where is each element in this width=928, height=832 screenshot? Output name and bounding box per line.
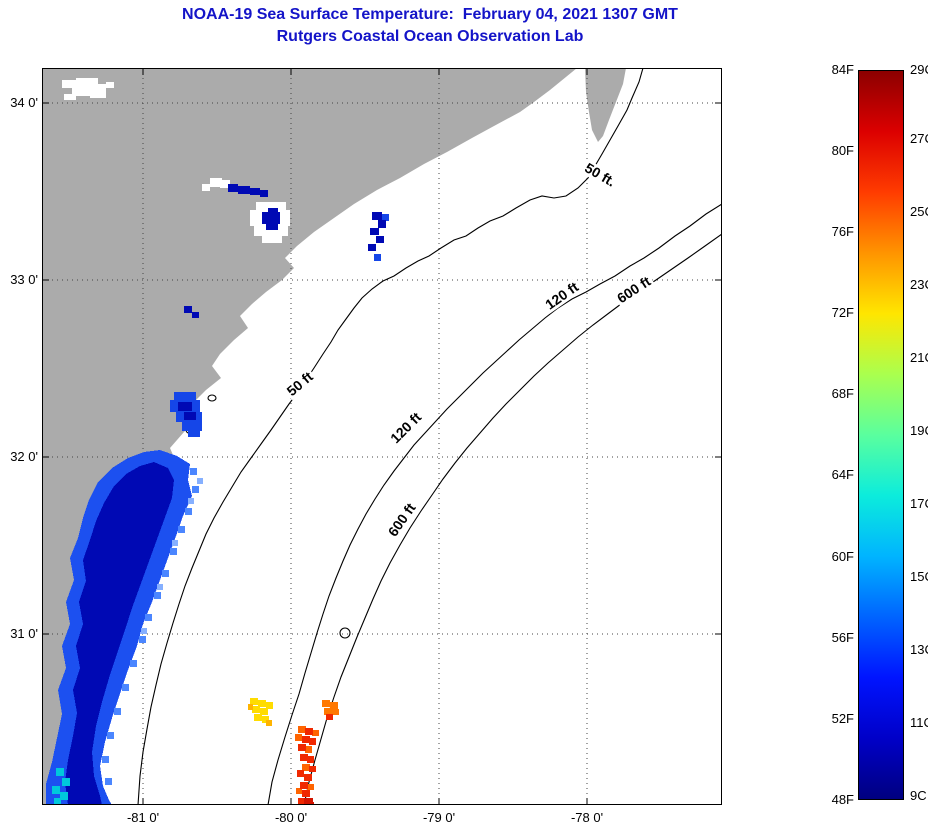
colorbar-c-tick: 15C: [910, 569, 928, 584]
plot-frame: [42, 68, 722, 805]
figure-subtitle: Rutgers Coastal Ocean Observation Lab: [276, 28, 584, 45]
x-tick-label: -80 0': [274, 810, 308, 825]
colorbar-f-tick: 80F: [831, 143, 854, 158]
grid-lines: [42, 68, 722, 805]
x-tick-label: -81 0': [126, 810, 160, 825]
colorbar-f-tick: 52F: [831, 711, 854, 726]
figure-title: NOAA-19 Sea Surface Temperature: Februar…: [182, 6, 678, 23]
colorbar-c-tick: 19C: [910, 423, 928, 438]
colorbar-f-tick: 68F: [831, 386, 854, 401]
depth-contour-islet: [207, 394, 217, 402]
warm-water-patches: [248, 698, 339, 805]
x-tick-label: -79 0': [422, 810, 456, 825]
colorbar-c-tick: 13C: [910, 642, 928, 657]
colorbar-f-tick: 64F: [831, 467, 854, 482]
colorbar-gradient: [858, 70, 904, 800]
colorbar-f-tick: 72F: [831, 305, 854, 320]
land-mainland: [42, 68, 577, 805]
colorbar-f-tick: 56F: [831, 630, 854, 645]
colorbar-c-tick: 11C: [910, 715, 928, 730]
depth-contour-eddy: [339, 627, 351, 639]
land-cape: [585, 68, 626, 142]
colorbar-c-tick: 29C: [910, 62, 928, 77]
y-tick-label: 34 0': [10, 95, 38, 110]
colorbar-f-tick: 60F: [831, 549, 854, 564]
colorbar-c-tick: 9C: [910, 788, 927, 803]
colorbar-c-tick: 17C: [910, 496, 928, 511]
x-tick-label: -78 0': [570, 810, 604, 825]
colorbar-c-tick: 23C: [910, 277, 928, 292]
colorbar-f-tick: 84F: [831, 62, 854, 77]
colorbar-c-tick: 25C: [910, 204, 928, 219]
sst-map: [42, 68, 722, 805]
y-tick-label: 33 0': [10, 272, 38, 287]
cold-water-band: [46, 450, 203, 805]
map-plot: 50 ft. 50 ft 120 ft 120 ft 600 ft 600 ft: [42, 68, 722, 805]
cold-water-patches: [170, 184, 389, 437]
axis-ticks: [42, 68, 722, 805]
y-tick-label: 32 0': [10, 449, 38, 464]
depth-contour-50ft: [137, 68, 644, 805]
colorbar-c-tick: 21C: [910, 350, 928, 365]
colorbar-c-tick: 27C: [910, 131, 928, 146]
y-tick-label: 31 0': [10, 626, 38, 641]
colorbar-f-tick: 48F: [831, 792, 854, 807]
depth-contour-120ft: [267, 203, 722, 805]
colorbar-f-tick: 76F: [831, 224, 854, 239]
colorbar: [858, 70, 904, 800]
